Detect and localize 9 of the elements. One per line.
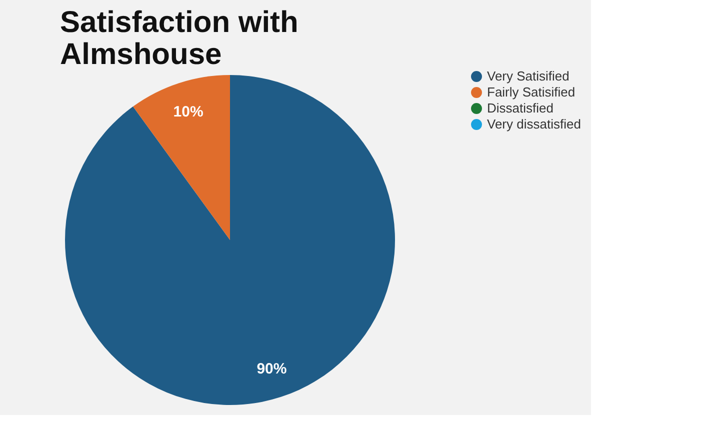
chart-title: Satisfaction with Almshouse — [60, 6, 298, 71]
data-label: 10% — [173, 104, 204, 121]
data-label: 90% — [256, 360, 287, 378]
legend-label: Dissatisfied — [487, 100, 554, 116]
legend-label: Fairly Satisified — [487, 84, 576, 100]
pie-slice — [65, 75, 395, 405]
legend-label: Very Satisified — [487, 68, 570, 84]
pie-slice — [133, 75, 230, 240]
legend-label: Very dissatisfied — [487, 116, 581, 132]
